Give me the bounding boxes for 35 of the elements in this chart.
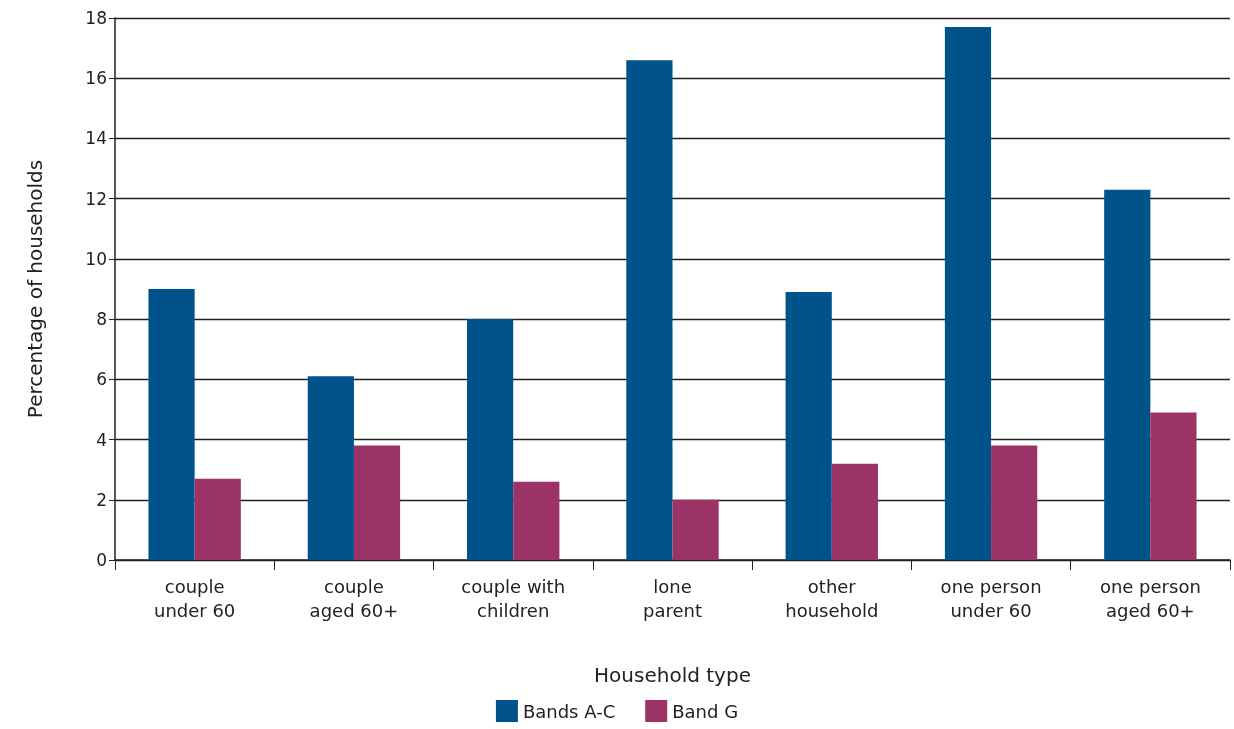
bar — [194, 478, 241, 560]
y-tick-label: 2 — [96, 489, 107, 510]
y-tick-label: 16 — [85, 68, 107, 89]
bar — [513, 481, 560, 560]
x-tick-label: couple with children — [461, 575, 566, 621]
x-axis-title: Household type — [594, 663, 751, 687]
bar — [831, 463, 878, 560]
bar — [1104, 189, 1151, 560]
x-tick-label: lone parent — [642, 575, 703, 621]
y-tick-label: 6 — [96, 369, 107, 390]
bar — [1150, 412, 1197, 560]
bar — [672, 499, 719, 560]
bar — [785, 292, 832, 560]
bar — [626, 60, 673, 560]
y-tick-label: 18 — [85, 8, 107, 28]
x-tick-label: couple aged 60+ — [309, 575, 399, 621]
legend-label: Bands A-C — [522, 700, 616, 722]
x-tick-label: one person aged 60+ — [1099, 575, 1201, 621]
y-tick-label: 4 — [96, 429, 107, 450]
legend-label: Band G — [672, 700, 739, 722]
y-tick-label: 12 — [85, 188, 107, 209]
y-tick-label: 8 — [96, 309, 107, 330]
bar — [944, 27, 992, 560]
bar — [467, 319, 514, 560]
bar — [991, 445, 1038, 560]
x-tick-label: other household — [785, 575, 879, 621]
x-tick-label: couple under 60 — [153, 575, 236, 621]
y-tick-label: 10 — [85, 248, 107, 269]
x-tick-label: one person under 60 — [940, 575, 1042, 621]
y-tick-label: 0 — [96, 550, 107, 570]
bar — [307, 376, 354, 560]
bar — [148, 289, 195, 560]
bar — [353, 445, 401, 560]
y-axis-title: Percentage of households — [23, 159, 47, 419]
y-tick-label: 14 — [85, 128, 107, 149]
